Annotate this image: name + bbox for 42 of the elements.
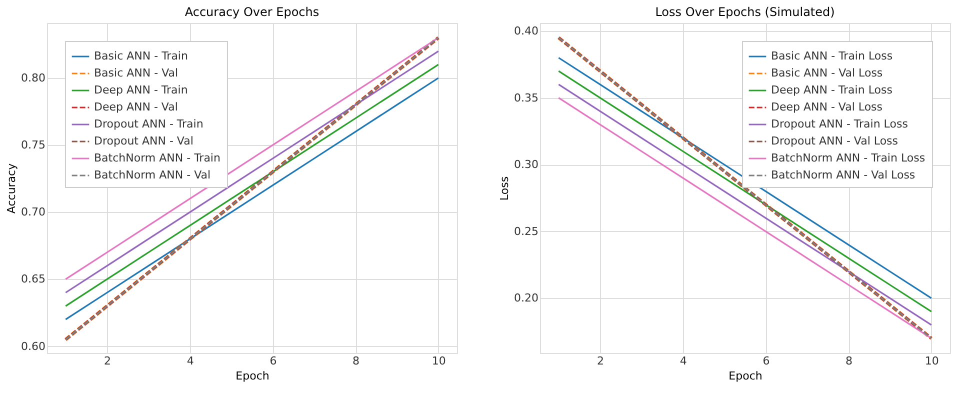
- y-axis-title: Accuracy: [5, 162, 18, 214]
- y-tick-label: 0.80: [21, 72, 46, 84]
- legend-label: Basic ANN - Val: [94, 66, 178, 80]
- x-tick-label: 8: [846, 354, 853, 368]
- y-tick-label: 0.35: [514, 91, 538, 104]
- y-axis-title: Loss: [498, 176, 512, 201]
- x-tick-label: 4: [680, 354, 687, 368]
- legend-label: Deep ANN - Train: [94, 84, 188, 96]
- y-tick-label: 0.75: [21, 138, 46, 152]
- x-tick-label: 4: [186, 354, 194, 368]
- legend-label: BatchNorm ANN - Val Loss: [771, 168, 916, 182]
- x-tick-label: 10: [432, 354, 446, 368]
- y-tick-label: 0.70: [21, 206, 46, 219]
- x-tick-label: 6: [762, 354, 770, 368]
- legend-label: BatchNorm ANN - Val: [94, 168, 211, 182]
- legend-label: BatchNorm ANN - Train: [94, 152, 220, 164]
- x-tick-label: 8: [352, 354, 360, 368]
- legend-label: Deep ANN - Val Loss: [771, 100, 883, 114]
- x-tick-label: 2: [104, 354, 112, 368]
- x-axis-title: Epoch: [236, 370, 270, 382]
- legend-label: Dropout ANN - Train: [94, 118, 204, 130]
- legend-label: Basic ANN - Val Loss: [771, 66, 883, 80]
- y-tick-label: 0.60: [21, 340, 46, 353]
- x-tick-label: 2: [597, 354, 604, 368]
- legend-label: BatchNorm ANN - Train Loss: [771, 152, 926, 164]
- y-tick-label: 0.65: [21, 272, 46, 286]
- y-tick-label: 0.20: [514, 292, 538, 305]
- legend-label: Dropout ANN - Train Loss: [771, 118, 908, 130]
- y-tick-label: 0.30: [514, 158, 538, 172]
- x-axis-title: Epoch: [728, 370, 762, 382]
- legend-label: Basic ANN - Train Loss: [771, 50, 893, 62]
- legend-label: Dropout ANN - Val: [94, 134, 194, 148]
- y-tick-label: 0.25: [514, 224, 538, 238]
- chart-title: Accuracy Over Epochs: [184, 5, 320, 19]
- x-tick-label: 10: [924, 354, 939, 368]
- legend-label: Basic ANN - Train: [94, 50, 188, 62]
- y-tick-label: 0.40: [514, 24, 538, 38]
- legend-label: Dropout ANN - Val Loss: [771, 134, 898, 148]
- x-tick-label: 6: [270, 354, 277, 368]
- legend-label: Deep ANN - Val: [94, 100, 178, 114]
- chart-title: Loss Over Epochs (Simulated): [655, 5, 835, 19]
- legend-label: Deep ANN - Train Loss: [771, 84, 893, 96]
